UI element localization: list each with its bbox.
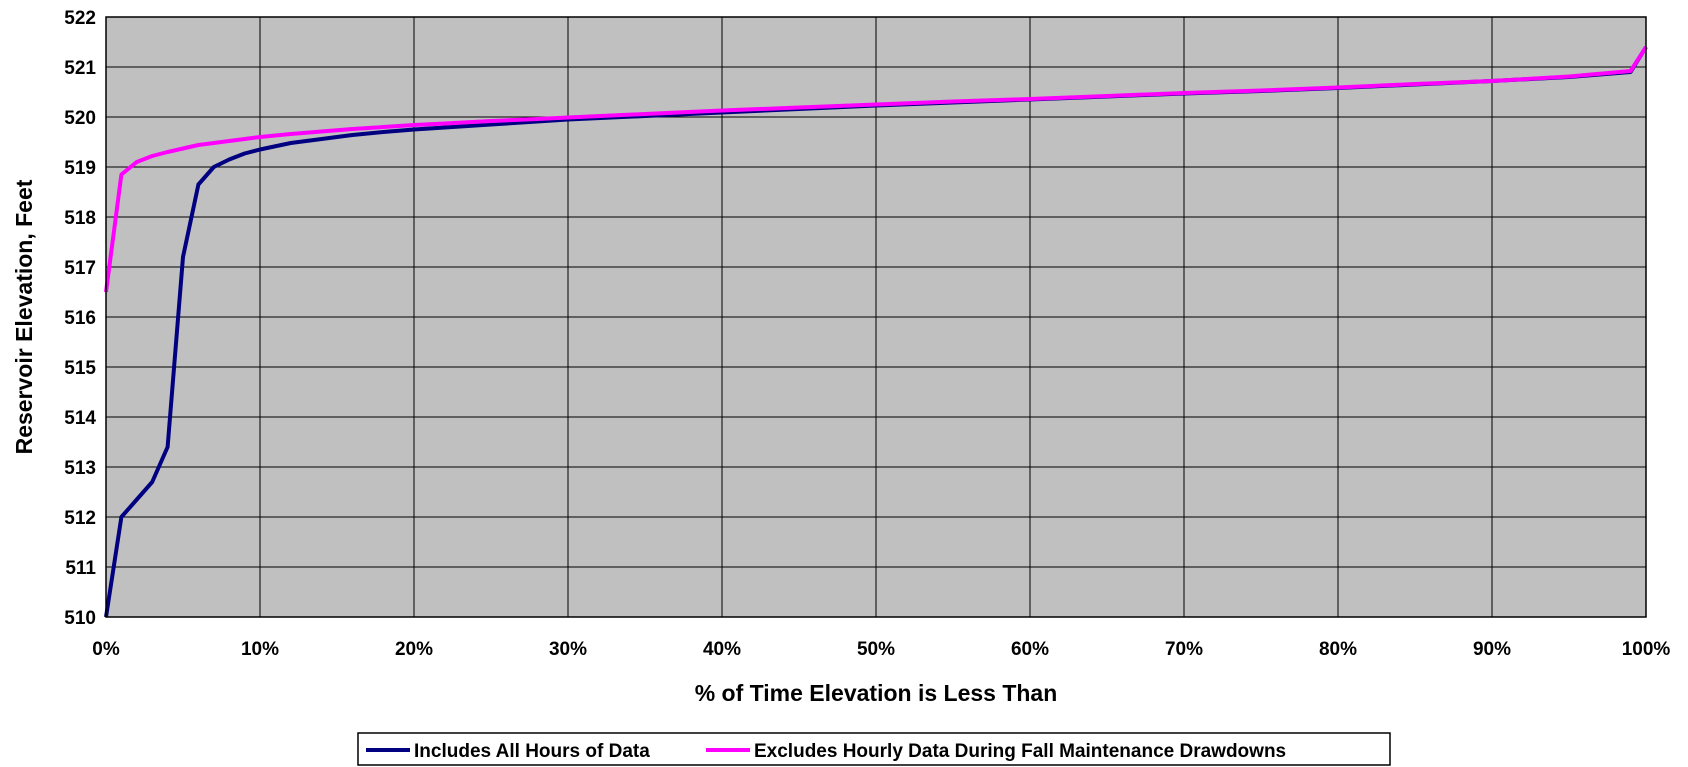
y-tick-label: 514 — [64, 408, 96, 429]
y-tick-label: 519 — [64, 158, 96, 179]
x-axis-tick-labels: 0% 10% 20% 30% 40% 50% 60% 70% 80% 90% 100% — [92, 639, 1670, 660]
y-tick-label: 515 — [64, 358, 96, 379]
series-lines — [104, 45, 1648, 618]
y-tick-label: 513 — [64, 458, 96, 479]
y-tick-label: 516 — [64, 308, 96, 329]
x-tick-label: 100% — [1622, 639, 1671, 660]
y-tick-label: 520 — [64, 108, 96, 129]
series-line-excludes-fall-drawdowns — [104, 45, 1648, 293]
x-axis-title: % of Time Elevation is Less Than — [695, 680, 1058, 706]
legend-label-excludes-fall-drawdowns: Excludes Hourly Data During Fall Mainten… — [754, 741, 1286, 762]
y-tick-label: 521 — [64, 58, 96, 79]
y-tick-label: 511 — [65, 558, 96, 579]
x-tick-label: 20% — [395, 639, 433, 660]
y-axis-title: Reservoir Elevation, Feet — [11, 179, 37, 454]
x-tick-label: 70% — [1165, 639, 1203, 660]
legend-label-includes-all-hours: Includes All Hours of Data — [414, 741, 650, 762]
x-tick-label: 30% — [549, 639, 587, 660]
y-axis-tick-labels: 510 511 512 513 514 515 516 517 518 519 520 521 522 — [64, 8, 96, 629]
y-tick-label: 510 — [64, 608, 96, 629]
legend: Includes All Hours of Data Excludes Hour… — [357, 732, 1391, 766]
legend-box — [357, 732, 1391, 766]
plot-border — [105, 16, 1647, 618]
x-tick-label: 50% — [857, 639, 895, 660]
y-tick-label: 517 — [64, 258, 96, 279]
y-tick-label: 512 — [64, 508, 96, 529]
x-tick-label: 90% — [1473, 639, 1511, 660]
x-tick-label: 0% — [92, 639, 120, 660]
x-tick-label: 80% — [1319, 639, 1357, 660]
x-tick-label: 40% — [703, 639, 741, 660]
x-tick-label: 60% — [1011, 639, 1049, 660]
x-tick-label: 10% — [241, 639, 279, 660]
y-tick-label: 522 — [64, 8, 96, 29]
y-tick-label: 518 — [64, 208, 96, 229]
